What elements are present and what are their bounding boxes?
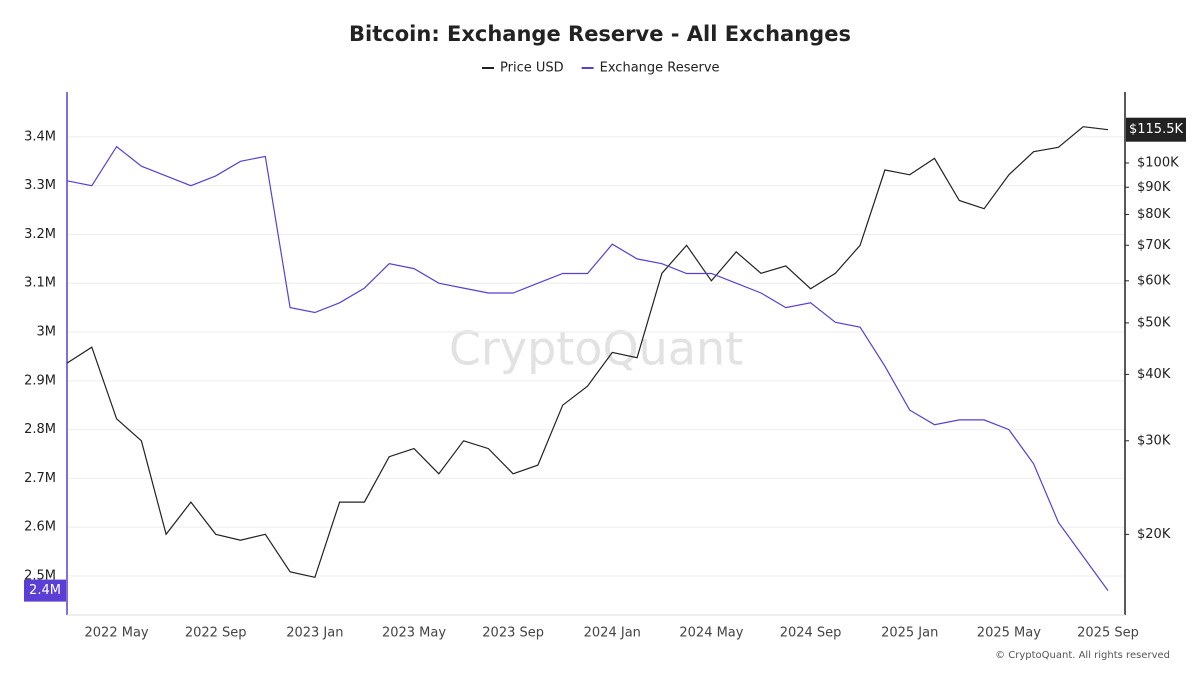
x-tick-label: 2023 May [382, 626, 446, 641]
x-tick-label: 2022 Sep [185, 626, 247, 641]
y-tick-label: 3.3M [24, 178, 56, 193]
x-tick-label: 2022 May [85, 626, 149, 641]
x-tick-label: 2024 Jan [584, 626, 641, 641]
y2-tick-label: $60K [1137, 273, 1171, 288]
last-value-label: 2.4M [29, 583, 61, 598]
x-tick-label: 2025 Jan [881, 626, 938, 641]
x-tick-label: 2023 Sep [482, 626, 544, 641]
y-tick-label: 3.1M [24, 276, 56, 291]
x-tick-label: 2025 May [977, 626, 1041, 641]
y-tick-label: 2.9M [24, 373, 56, 388]
series-line [66, 126, 1109, 579]
x-tick-label: 2025 Sep [1077, 626, 1139, 641]
y2-tick-label: $100K [1137, 155, 1179, 170]
y2-tick-label: $80K [1137, 207, 1171, 222]
chart-title: Bitcoin: Exchange Reserve - All Exchange… [349, 22, 851, 46]
y-tick-label: 3.2M [24, 227, 56, 242]
series-line [66, 145, 1109, 591]
x-tick-label: 2024 May [679, 626, 743, 641]
y-tick-label: 3M [37, 325, 57, 340]
y-tick-label: 3.4M [24, 129, 56, 144]
y2-tick-label: $30K [1137, 433, 1171, 448]
y-tick-label: 2.8M [24, 422, 56, 437]
watermark: CryptoQuant [449, 322, 743, 376]
y2-tick-label: $70K [1137, 238, 1171, 253]
y-tick-label: 2.6M [24, 520, 56, 535]
y2-tick-label: $50K [1137, 315, 1171, 330]
y2-tick-label: $90K [1137, 180, 1171, 195]
last-value-box [24, 579, 66, 602]
legend-label: Exchange Reserve [600, 61, 720, 76]
last-value-box [1126, 117, 1186, 142]
y-tick-label: 2.7M [24, 471, 56, 486]
footer: © CryptoQuant. All rights reserved [995, 650, 1170, 661]
legend-label: Price USD [500, 61, 564, 76]
x-tick-label: 2023 Jan [286, 626, 343, 641]
y2-tick-label: $20K [1137, 527, 1171, 542]
y2-tick-label: $40K [1137, 367, 1171, 382]
x-tick-label: 2024 Sep [780, 626, 842, 641]
last-value-label: $115.5K [1129, 122, 1183, 137]
